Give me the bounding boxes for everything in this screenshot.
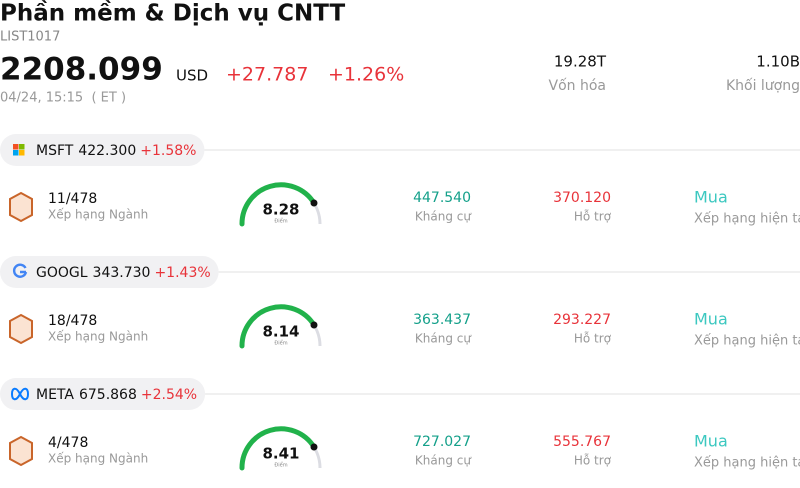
- logo-part: [13, 144, 19, 150]
- rank-icon: [9, 191, 33, 223]
- rank-label: Xếp hạng Ngành: [48, 452, 148, 466]
- score-label: Điểm: [274, 218, 287, 225]
- rank: 18/478: [48, 313, 97, 329]
- stock-price: 343.730: [93, 265, 151, 281]
- stat-label: Khối lượng: [726, 77, 800, 94]
- stat-value: 19.28T: [554, 53, 607, 71]
- code: LIST1017: [0, 30, 60, 45]
- support-label: Hỗ trợ: [574, 332, 612, 346]
- resistance: 447.540: [413, 190, 471, 206]
- gauge-fill: [239, 304, 317, 349]
- stock-change: +1.58%: [140, 143, 196, 159]
- logo: [12, 263, 28, 278]
- gauge-dot: [310, 199, 318, 207]
- resistance: 363.437: [413, 312, 471, 328]
- rank-label: Xếp hạng Ngành: [48, 330, 148, 344]
- ticker: MSFT: [36, 143, 74, 159]
- rank-icon: [9, 435, 33, 467]
- rank: 4/478: [48, 435, 88, 451]
- change-pct: +1.26%: [328, 64, 404, 86]
- score-label: Điểm: [274, 340, 287, 347]
- gauge-fill: [239, 426, 317, 471]
- logo-part: [13, 150, 19, 156]
- gauge-fill: [239, 182, 317, 227]
- resistance-label: Kháng cự: [415, 210, 472, 224]
- currency: USD: [176, 67, 208, 85]
- score: 8.14: [262, 323, 299, 341]
- score: 8.41: [262, 445, 299, 463]
- rating: Mua: [694, 310, 728, 329]
- resistance: 727.027: [413, 434, 471, 450]
- stat-value: 1.10B: [756, 53, 800, 71]
- rank: 11/478: [48, 191, 97, 207]
- price: 2208.099: [0, 52, 163, 88]
- rating-label: Xếp hạng hiện tại: [694, 334, 800, 349]
- support: 555.767: [553, 434, 611, 450]
- rank-label: Xếp hạng Ngành: [48, 208, 148, 222]
- support-label: Hỗ trợ: [574, 210, 612, 224]
- stock-pill[interactable]: [0, 378, 206, 410]
- ticker: GOOGL: [36, 265, 88, 281]
- stock-pill[interactable]: [0, 134, 205, 166]
- stock-price: 675.868: [79, 387, 137, 403]
- logo: [10, 387, 30, 401]
- rating-label: Xếp hạng hiện tại: [694, 212, 800, 227]
- title: Phần mềm & Dịch vụ CNTT: [0, 0, 345, 27]
- rating-label: Xếp hạng hiện tại: [694, 456, 800, 471]
- resistance-label: Kháng cự: [415, 332, 472, 346]
- rating: Mua: [694, 432, 728, 451]
- gauge-dot: [310, 443, 318, 451]
- logo-part: [19, 150, 25, 156]
- stock-change: +1.43%: [154, 265, 210, 281]
- logo-part: [19, 144, 25, 150]
- support: 370.120: [553, 190, 611, 206]
- gauge-dot: [310, 321, 318, 329]
- stat-label: Vốn hóa: [549, 77, 606, 94]
- support: 293.227: [553, 312, 611, 328]
- ticker: META: [36, 387, 74, 403]
- resistance-label: Kháng cự: [415, 454, 472, 468]
- stock-price: 422.300: [78, 143, 136, 159]
- change: +27.787: [226, 64, 308, 86]
- support-label: Hỗ trợ: [574, 454, 612, 468]
- rating: Mua: [694, 188, 728, 207]
- score: 8.28: [262, 201, 299, 219]
- score-label: Điểm: [274, 462, 287, 469]
- stock-pill[interactable]: [0, 256, 219, 288]
- rank-icon: [9, 313, 33, 345]
- time: 04/24, 15:15 ( ET ): [0, 91, 126, 106]
- stock-change: +2.54%: [141, 387, 197, 403]
